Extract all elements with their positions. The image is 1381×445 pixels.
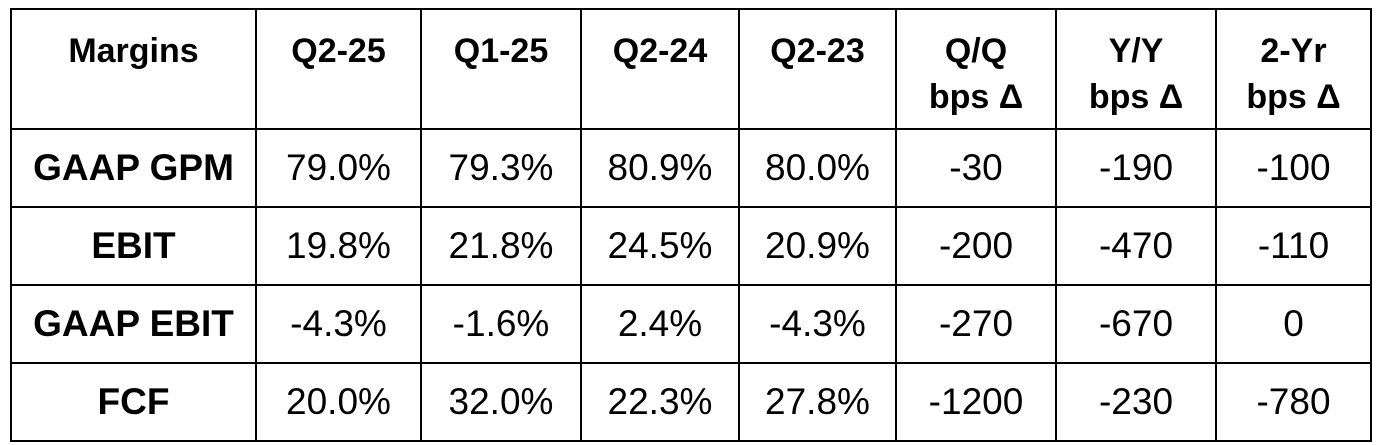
table-row: EBIT 19.8% 21.8% 24.5% 20.9% -200 -470 -110 [10, 206, 1372, 286]
header-cell: Y/Y bps Δ [1055, 8, 1217, 130]
header-cell: Margins [10, 8, 257, 130]
cell: -110 [1215, 206, 1372, 286]
cell: -1200 [895, 362, 1057, 442]
cell: 0 [1215, 284, 1372, 364]
row-label: EBIT [10, 206, 257, 286]
cell: 2.4% [580, 284, 740, 364]
cell: -1.6% [420, 284, 582, 364]
cell: 27.8% [738, 362, 897, 442]
table-row: FCF 20.0% 32.0% 22.3% 27.8% -1200 -230 -780 [10, 362, 1372, 442]
cell: -670 [1055, 284, 1217, 364]
cell: 19.8% [255, 206, 422, 286]
cell: 80.0% [738, 128, 897, 208]
header-cell: Q2-24 [580, 8, 740, 130]
cell: -30 [895, 128, 1057, 208]
header-row: Margins Q2-25 Q1-25 Q2-24 Q2-23 Q/Q bps Δ Y/Y … [10, 8, 1372, 130]
row-label: GAAP GPM [10, 128, 257, 208]
cell: 79.3% [420, 128, 582, 208]
margins-table: Margins Q2-25 Q1-25 Q2-24 Q2-23 Q/Q bps Δ Y/Y … [10, 8, 1372, 442]
cell: 80.9% [580, 128, 740, 208]
cell: -470 [1055, 206, 1217, 286]
cell: -780 [1215, 362, 1372, 442]
table-row: GAAP GPM 79.0% 79.3% 80.9% 80.0% -30 -190 -100 [10, 128, 1372, 208]
header-cell: Q/Q bps Δ [895, 8, 1057, 130]
cell: 20.9% [738, 206, 897, 286]
row-label: GAAP EBIT [10, 284, 257, 364]
cell: 24.5% [580, 206, 740, 286]
header-cell: Q2-25 [255, 8, 422, 130]
header-cell: 2-Yr bps Δ [1215, 8, 1372, 130]
cell: 20.0% [255, 362, 422, 442]
row-label: FCF [10, 362, 257, 442]
cell: 79.0% [255, 128, 422, 208]
cell: -4.3% [738, 284, 897, 364]
cell: -200 [895, 206, 1057, 286]
cell: 22.3% [580, 362, 740, 442]
header-cell: Q2-23 [738, 8, 897, 130]
header-cell: Q1-25 [420, 8, 582, 130]
cell: 21.8% [420, 206, 582, 286]
table-row: GAAP EBIT -4.3% -1.6% 2.4% -4.3% -270 -670 0 [10, 284, 1372, 364]
cell: -270 [895, 284, 1057, 364]
cell: -190 [1055, 128, 1217, 208]
cell: -100 [1215, 128, 1372, 208]
cell: -230 [1055, 362, 1217, 442]
cell: 32.0% [420, 362, 582, 442]
cell: -4.3% [255, 284, 422, 364]
table-body: GAAP GPM 79.0% 79.3% 80.9% 80.0% -30 -190 -100 E… [10, 128, 1372, 442]
